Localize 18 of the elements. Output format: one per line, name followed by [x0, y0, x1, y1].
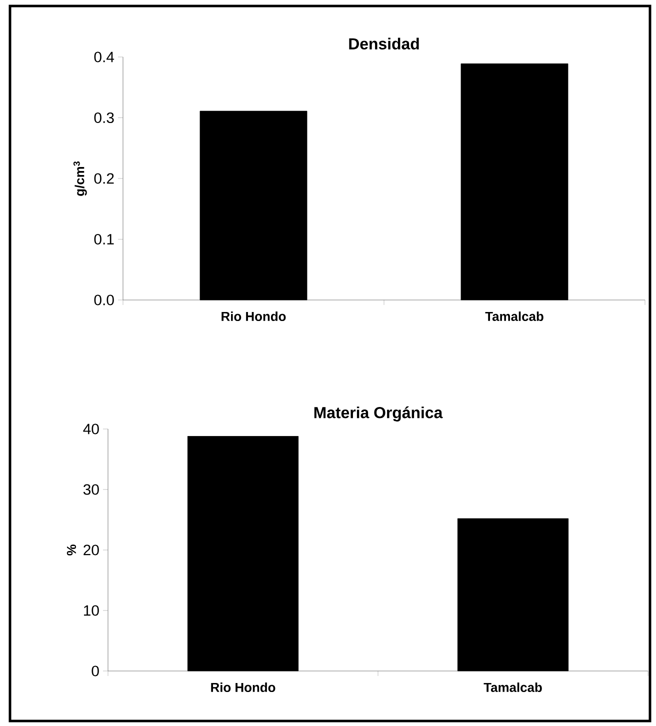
x-tick-label: Rio Hondo: [222, 312, 286, 322]
y-tick-label: 0.3: [94, 112, 114, 124]
x-tick-label: Tamalcab: [485, 312, 544, 322]
y-axis-title: %: [66, 544, 76, 556]
y-tick-label: 20: [84, 544, 99, 556]
y-tick-label: 10: [84, 605, 99, 616]
y-tick-label: 0.0: [94, 294, 114, 306]
y-axis-title: g/cm$^{3}$: [73, 161, 87, 196]
y-tick-label: 40: [83, 424, 99, 434]
chart-title: Densidad: [349, 38, 419, 50]
x-tick-label: Tamalcab: [484, 682, 542, 692]
x-tick-label: Rio Hondo: [211, 682, 276, 692]
y-tick-label: 0.4: [94, 52, 114, 62]
y-tick-label: 0.2: [94, 173, 114, 184]
y-tick-label: 0: [92, 666, 99, 676]
chart-title: Materia Orgánica: [314, 406, 443, 422]
y-tick-label: 0.1: [94, 234, 114, 245]
y-tick-label: 30: [83, 484, 99, 495]
